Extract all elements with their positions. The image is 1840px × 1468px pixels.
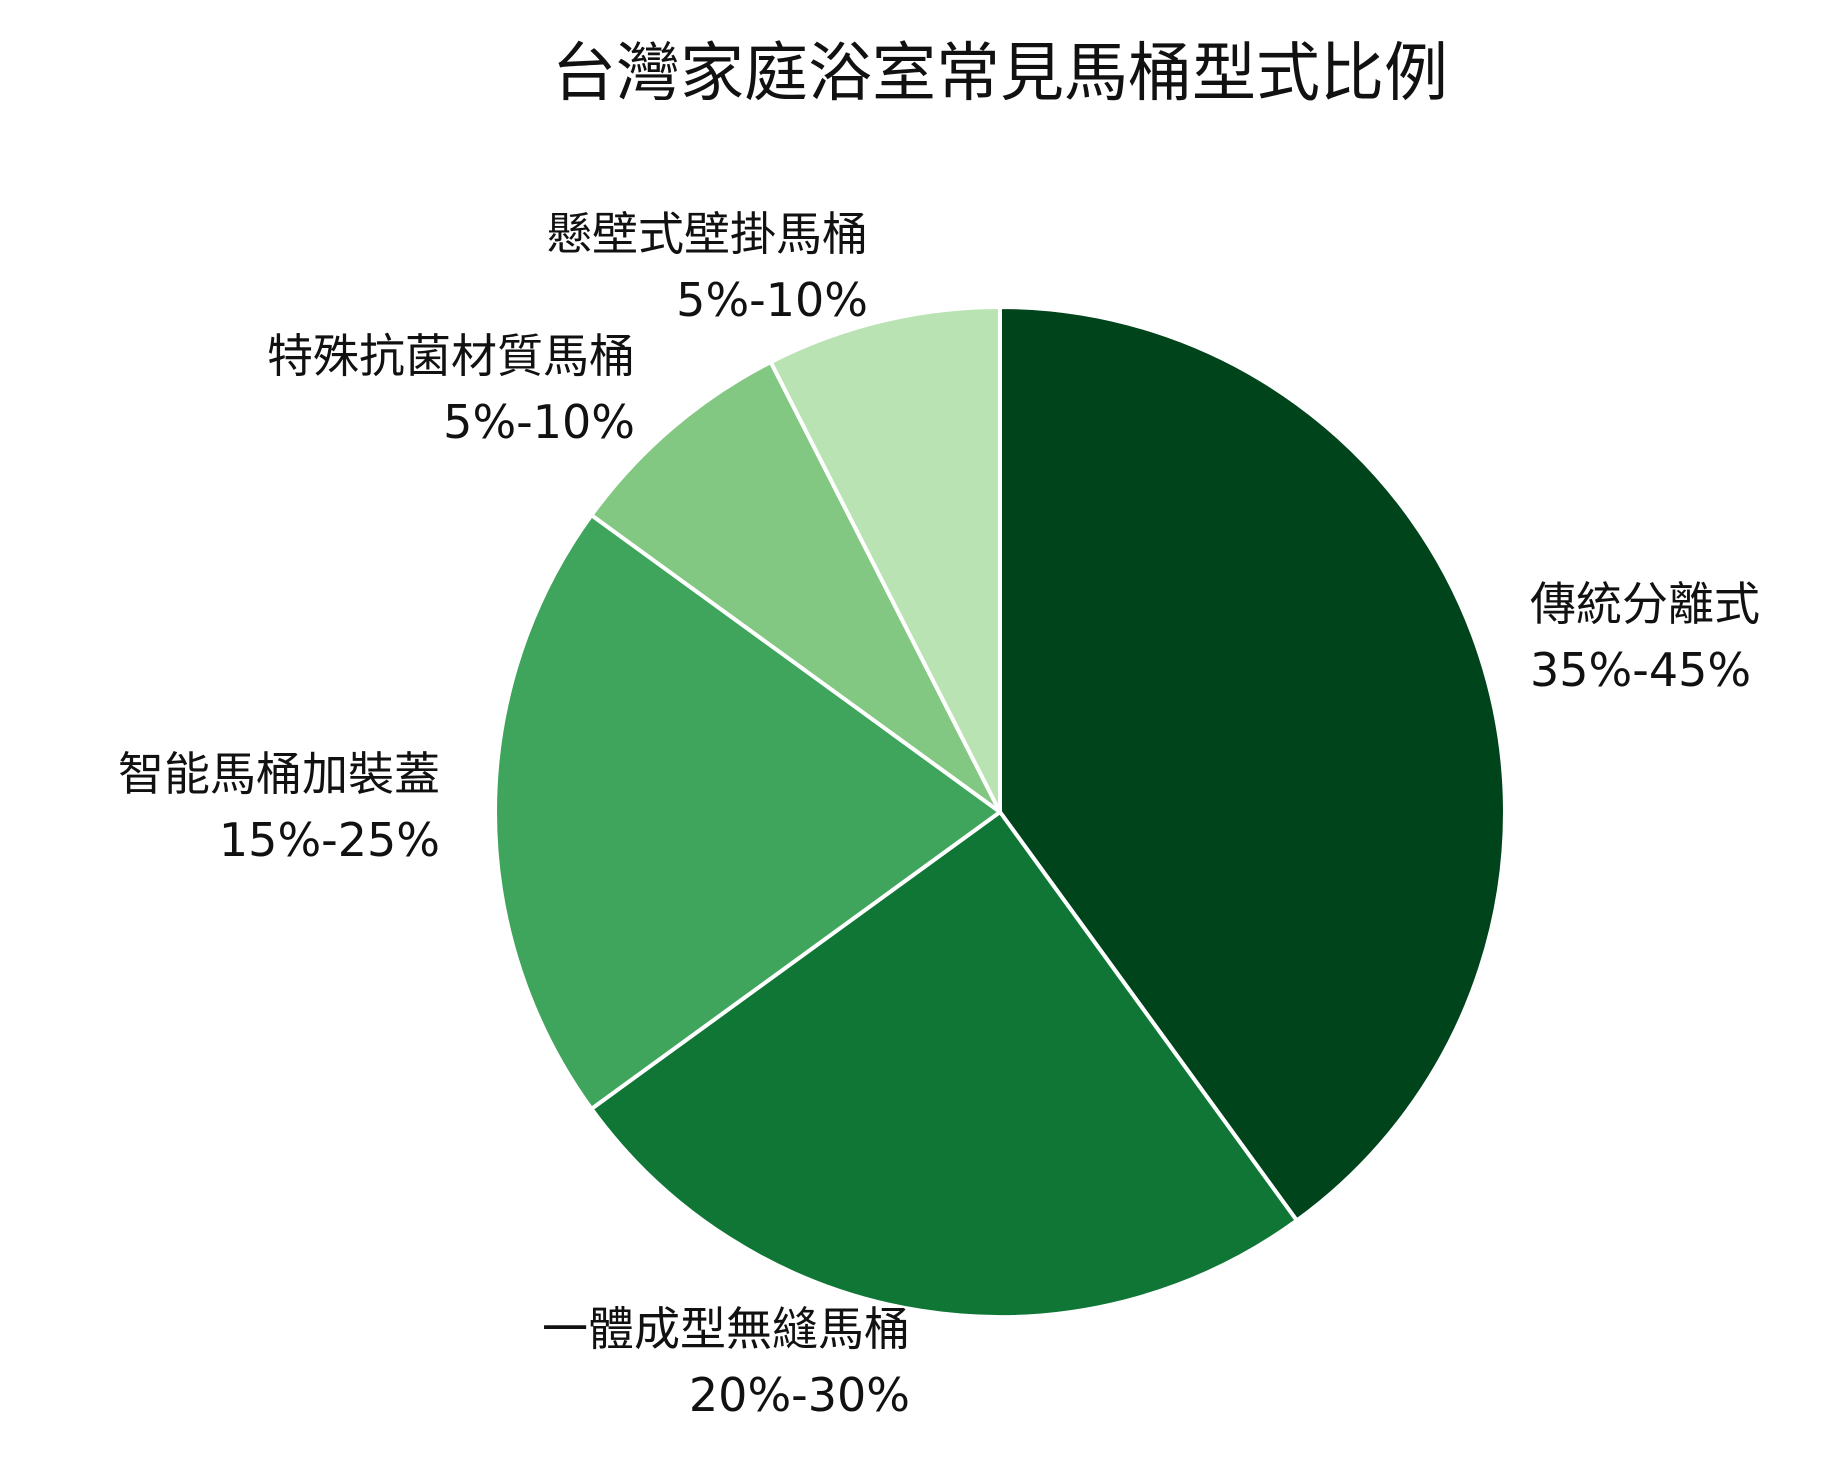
- chart-title: 台灣家庭浴室常見馬桶型式比例: [552, 37, 1448, 111]
- pie-slice-wall-hung: [768, 305, 1002, 814]
- slice-percent-traditional-split: 35%-45%: [1530, 643, 1751, 697]
- slice-label-one-piece-seamless: 一體成型無縫馬桶: [542, 1302, 910, 1356]
- slice-percent-wall-hung: 5%-10%: [676, 273, 868, 327]
- slice-label-wall-hung: 懸壁式壁掛馬桶: [546, 207, 868, 261]
- slice-label-smart-seat: 智能馬桶加裝蓋: [118, 747, 440, 801]
- slice-labels: 傳統分離式 35%-45% 一體成型無縫馬桶 20%-30% 智能馬桶加裝蓋 15%-25…: [118, 207, 1760, 1422]
- slice-label-traditional-split: 傳統分離式: [1530, 577, 1760, 631]
- pie-slices: [493, 305, 1507, 1319]
- pie-slice-traditional-split: [998, 305, 1507, 1223]
- slice-percent-antibacterial: 5%-10%: [443, 395, 635, 449]
- slice-percent-smart-seat: 15%-25%: [219, 813, 440, 867]
- pie-slice-smart-seat: [493, 513, 1002, 1111]
- pie-slice-antibacterial: [589, 360, 1002, 814]
- pie-slice-one-piece-seamless: [589, 810, 1299, 1319]
- slice-percent-one-piece-seamless: 20%-30%: [689, 1368, 910, 1422]
- slice-label-antibacterial: 特殊抗菌材質馬桶: [267, 329, 635, 383]
